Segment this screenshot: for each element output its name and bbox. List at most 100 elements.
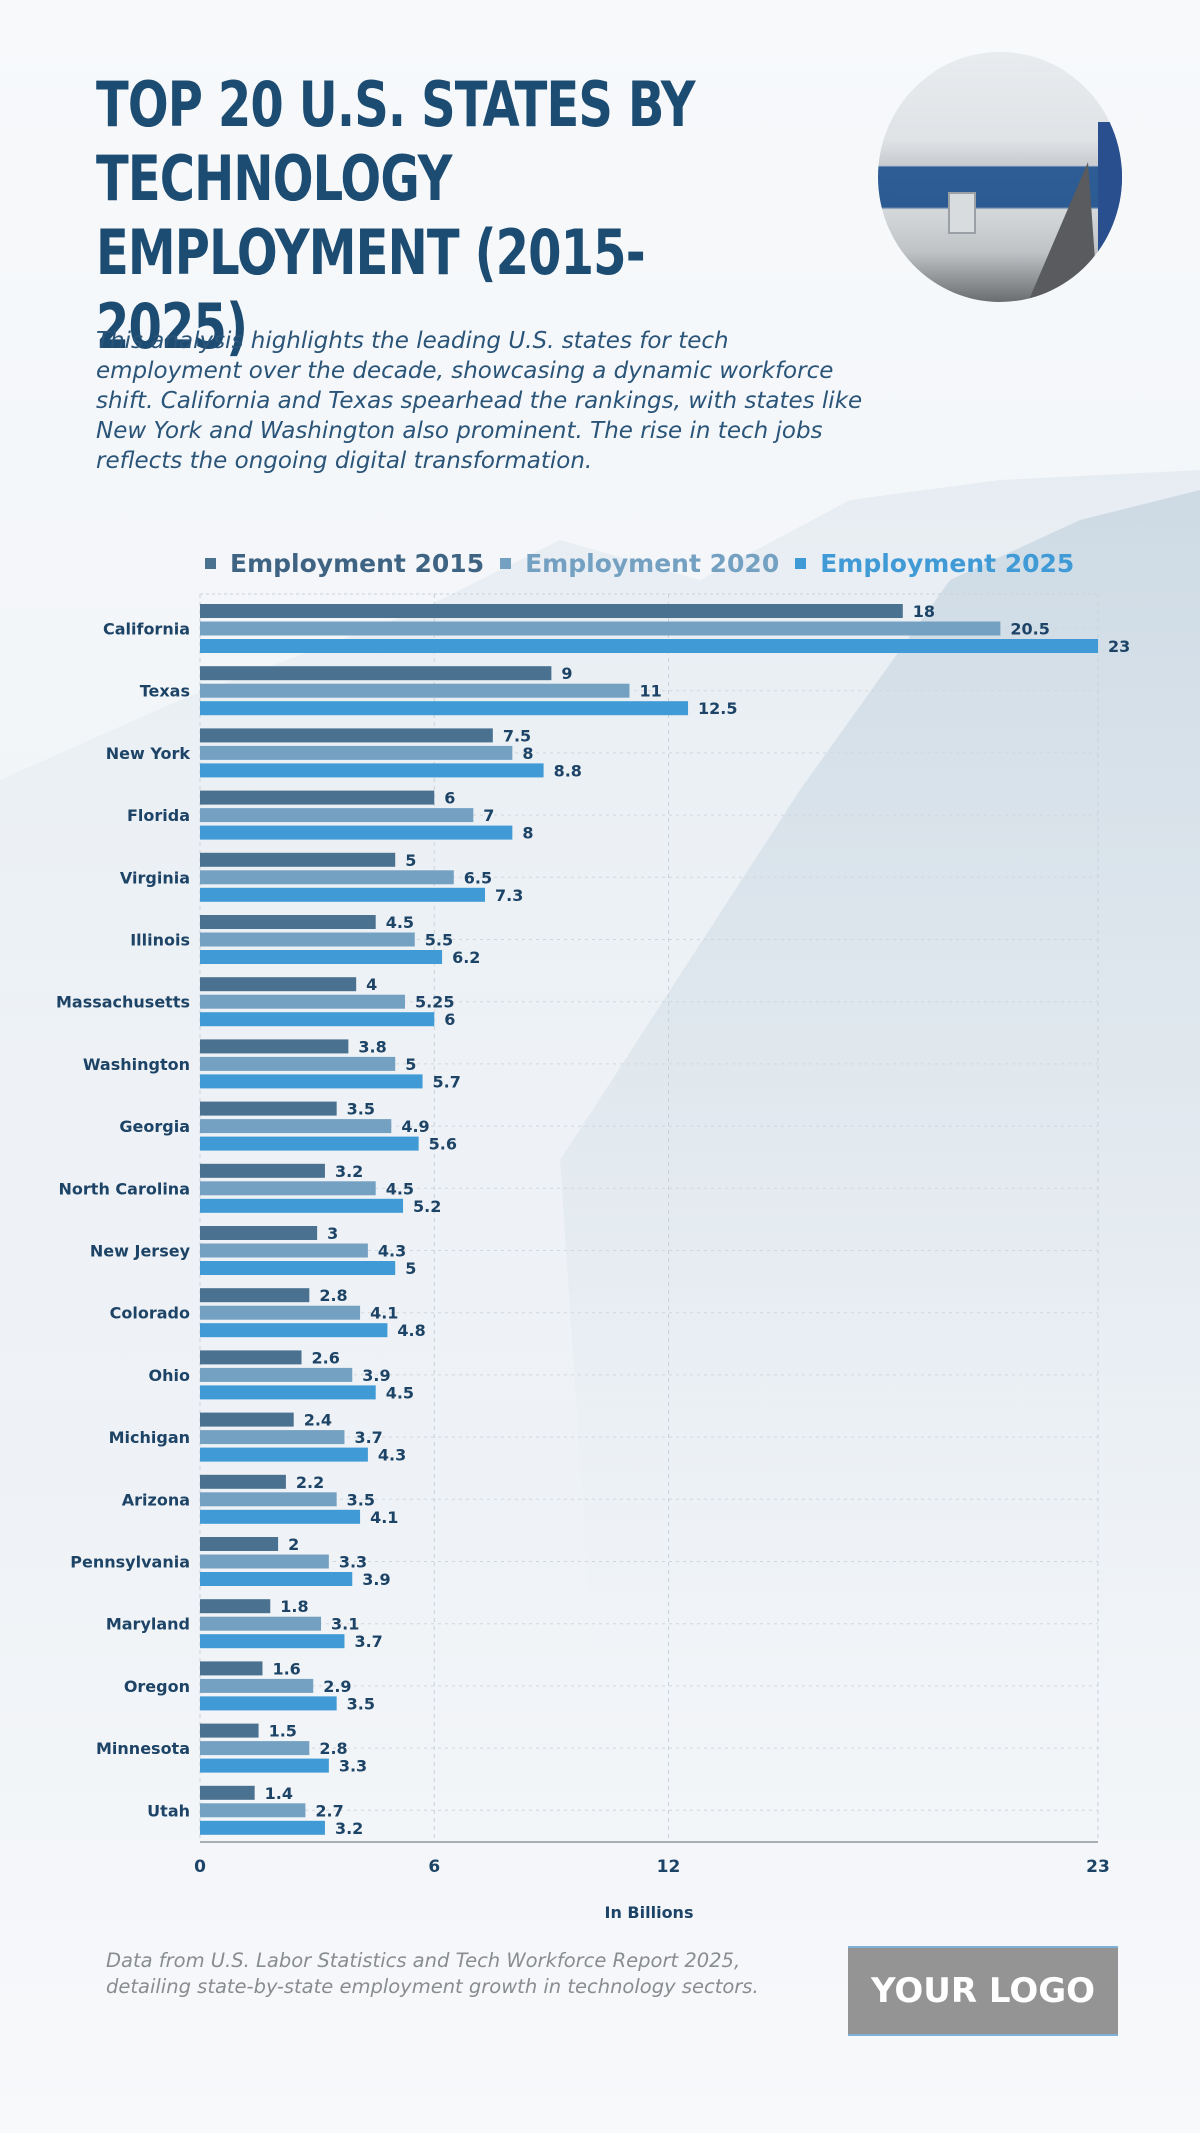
bar-employment-2025: [200, 1323, 388, 1338]
data-label: 5: [405, 1055, 416, 1074]
legend-label-2020: Employment 2020: [525, 548, 780, 578]
data-label: 2: [288, 1535, 299, 1554]
data-label: 3.5: [347, 1694, 375, 1713]
data-label: 4.5: [386, 1383, 414, 1402]
category-label: North Carolina: [59, 1179, 190, 1198]
bar-employment-2025: [200, 1012, 435, 1027]
x-axis-title: In Billions: [605, 1903, 694, 1922]
category-label: Minnesota: [96, 1739, 190, 1758]
category-label: Utah: [147, 1801, 190, 1820]
data-label: 2.4: [304, 1411, 332, 1430]
data-label: 2.8: [319, 1286, 347, 1305]
category-label: Texas: [140, 682, 190, 701]
bar-employment-2025: [200, 1136, 419, 1151]
data-label: 6: [444, 789, 455, 808]
office-photo-icon: [878, 52, 1122, 302]
data-label: 8: [522, 744, 533, 763]
bar-employment-2020: [200, 1678, 314, 1693]
bar-employment-2020: [200, 1492, 337, 1507]
data-label: 3.7: [354, 1632, 382, 1651]
bar-employment-2025: [200, 887, 486, 902]
category-label: Ohio: [149, 1366, 190, 1385]
data-label: 3.7: [354, 1428, 382, 1447]
bar-employment-2015: [200, 977, 357, 992]
description-text: This analysis highlights the leading U.S…: [96, 328, 863, 474]
bar-employment-2015: [200, 1350, 302, 1365]
bar-employment-2015: [200, 1785, 255, 1800]
data-label: 4.1: [370, 1304, 398, 1323]
bar-employment-2025: [200, 1447, 368, 1462]
category-label: Washington: [83, 1055, 190, 1074]
chart-legend: Employment 2015 Employment 2020 Employme…: [205, 546, 1074, 580]
legend-swatch-2025: [795, 557, 807, 569]
data-label: 3.5: [347, 1100, 375, 1119]
bar-employment-2015: [200, 915, 376, 929]
data-label: 11: [639, 682, 661, 701]
bar-employment-2015: [200, 1661, 263, 1676]
data-label: 4.3: [378, 1242, 406, 1261]
bar-employment-2025: [200, 639, 1098, 653]
bar-employment-2020: [200, 1056, 396, 1071]
data-label: 23: [1108, 637, 1130, 656]
bar-employment-2020: [200, 683, 630, 698]
bar-employment-2020: [200, 932, 415, 947]
bar-employment-2015: [200, 1474, 286, 1489]
legend-label-2025: Employment 2025: [820, 548, 1075, 578]
data-label: 3.8: [358, 1037, 386, 1056]
bar-employment-2015: [200, 1537, 279, 1551]
data-label: 2.7: [315, 1801, 343, 1820]
data-label: 3.9: [362, 1570, 390, 1589]
bar-employment-2015: [200, 1599, 271, 1614]
bar-employment-2015: [200, 1412, 294, 1427]
bar-employment-2015: [200, 1723, 259, 1738]
page-title: TOP 20 U.S. STATES BY TECHNOLOGY EMPLOYM…: [96, 68, 695, 363]
bar-employment-2015: [200, 852, 396, 867]
category-label: Georgia: [119, 1117, 190, 1136]
data-label: 1.4: [265, 1784, 293, 1803]
data-label: 5.7: [433, 1072, 461, 1091]
data-label: 3.3: [339, 1757, 367, 1776]
bar-employment-2020: [200, 808, 474, 823]
bar-employment-2020: [200, 1741, 310, 1756]
data-label: 3.2: [335, 1162, 363, 1181]
bar-employment-2025: [200, 701, 689, 716]
data-label: 7: [483, 806, 494, 825]
category-label: New Jersey: [90, 1242, 191, 1261]
bar-employment-2020: [200, 1305, 361, 1320]
bar-employment-2025: [200, 1261, 396, 1275]
data-label: 5.2: [413, 1197, 441, 1216]
data-label: 2.2: [296, 1473, 324, 1492]
bar-employment-2015: [200, 1039, 349, 1054]
data-label: 4.3: [378, 1446, 406, 1465]
data-label: 3.3: [339, 1553, 367, 1572]
bar-employment-2025: [200, 1074, 423, 1089]
data-label: 6.5: [464, 868, 492, 887]
data-label: 8: [522, 824, 533, 843]
data-label: 7.5: [503, 726, 531, 745]
source-footnote: Data from U.S. Labor Statistics and Tech…: [106, 1949, 759, 1998]
bar-employment-2015: [200, 728, 493, 743]
bar-employment-2015: [200, 1163, 325, 1178]
bar-employment-2025: [200, 1509, 361, 1524]
data-label: 18: [913, 602, 935, 621]
data-label: 4.5: [386, 913, 414, 932]
logo-placeholder: YOUR LOGO: [848, 1946, 1118, 2036]
data-label: 6: [444, 1010, 455, 1029]
category-label: Colorado: [110, 1304, 190, 1323]
bar-employment-2020: [200, 994, 405, 1009]
bar-employment-2015: [200, 666, 552, 681]
data-label: 3.1: [331, 1615, 359, 1634]
category-label: Michigan: [109, 1428, 190, 1447]
data-label: 3.5: [347, 1490, 375, 1509]
category-label: Oregon: [124, 1677, 190, 1696]
x-tick-label: 0: [194, 1857, 206, 1877]
data-label: 2.9: [323, 1677, 351, 1696]
bar-employment-2020: [200, 1803, 306, 1818]
data-label: 5.25: [415, 993, 454, 1012]
data-label: 6.2: [452, 948, 480, 967]
data-label: 9: [561, 664, 572, 683]
category-label: Maryland: [106, 1615, 190, 1634]
bar-employment-2025: [200, 1758, 329, 1773]
bar-employment-2020: [200, 870, 454, 885]
